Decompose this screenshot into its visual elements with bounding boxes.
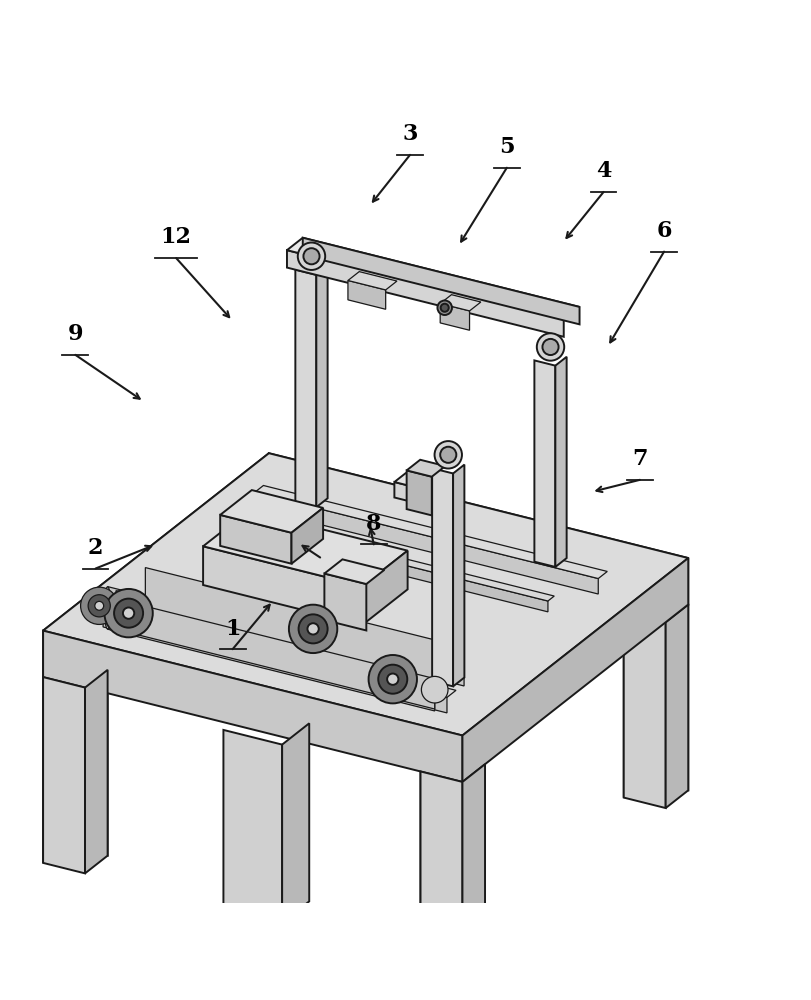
Polygon shape — [254, 493, 598, 594]
Polygon shape — [103, 611, 446, 713]
Circle shape — [378, 665, 407, 694]
Polygon shape — [43, 453, 688, 735]
Polygon shape — [324, 559, 384, 584]
Circle shape — [536, 333, 564, 361]
Circle shape — [440, 304, 448, 312]
Polygon shape — [246, 521, 554, 601]
Polygon shape — [623, 594, 646, 798]
Text: 6: 6 — [655, 220, 671, 242]
Circle shape — [437, 300, 452, 315]
Polygon shape — [443, 754, 484, 950]
Polygon shape — [246, 500, 268, 703]
Polygon shape — [420, 754, 443, 957]
Polygon shape — [220, 490, 323, 533]
Circle shape — [368, 655, 417, 703]
Polygon shape — [462, 764, 484, 968]
Polygon shape — [394, 482, 431, 507]
Circle shape — [289, 605, 337, 653]
Polygon shape — [156, 596, 457, 683]
Polygon shape — [246, 526, 547, 612]
Polygon shape — [453, 465, 464, 686]
Polygon shape — [203, 546, 362, 625]
Circle shape — [307, 623, 319, 635]
Circle shape — [80, 587, 118, 624]
Text: 7: 7 — [631, 448, 647, 470]
Polygon shape — [108, 587, 434, 711]
Polygon shape — [246, 517, 288, 714]
Polygon shape — [156, 592, 463, 672]
Polygon shape — [268, 453, 688, 605]
Polygon shape — [555, 357, 566, 567]
Text: 3: 3 — [401, 123, 417, 145]
Polygon shape — [462, 558, 688, 782]
Polygon shape — [646, 594, 688, 790]
Polygon shape — [254, 485, 607, 579]
Polygon shape — [291, 508, 323, 564]
Polygon shape — [623, 612, 665, 808]
Text: 8: 8 — [366, 513, 381, 535]
Circle shape — [88, 595, 110, 617]
Text: 5: 5 — [499, 136, 514, 158]
Polygon shape — [406, 460, 444, 477]
Polygon shape — [203, 511, 407, 586]
Text: 12: 12 — [161, 226, 191, 248]
Polygon shape — [324, 574, 366, 630]
Polygon shape — [362, 551, 407, 625]
Polygon shape — [43, 677, 85, 873]
Text: 9: 9 — [67, 323, 83, 345]
Polygon shape — [665, 605, 688, 808]
Polygon shape — [394, 473, 443, 491]
Polygon shape — [420, 771, 462, 968]
Polygon shape — [220, 515, 291, 564]
Polygon shape — [440, 295, 480, 311]
Polygon shape — [316, 266, 327, 507]
Text: 2: 2 — [88, 537, 103, 559]
Circle shape — [387, 674, 398, 685]
Polygon shape — [534, 360, 555, 567]
Circle shape — [298, 243, 324, 270]
Circle shape — [542, 339, 558, 355]
Polygon shape — [431, 468, 453, 686]
Polygon shape — [145, 568, 464, 686]
Circle shape — [440, 447, 456, 463]
Polygon shape — [103, 604, 456, 697]
Polygon shape — [347, 280, 385, 309]
Polygon shape — [286, 238, 579, 319]
Polygon shape — [288, 510, 311, 714]
Circle shape — [421, 676, 448, 703]
Text: 4: 4 — [595, 160, 611, 182]
Circle shape — [298, 614, 327, 643]
Circle shape — [122, 607, 134, 619]
Polygon shape — [268, 500, 311, 696]
Polygon shape — [116, 591, 434, 709]
Polygon shape — [66, 659, 108, 856]
Circle shape — [114, 599, 143, 628]
Polygon shape — [43, 659, 66, 863]
Polygon shape — [406, 470, 431, 515]
Polygon shape — [223, 730, 281, 923]
Polygon shape — [303, 238, 579, 324]
Polygon shape — [43, 453, 268, 677]
Circle shape — [303, 248, 320, 264]
Circle shape — [95, 601, 104, 610]
Polygon shape — [43, 631, 462, 782]
Text: 1: 1 — [225, 618, 240, 640]
Ellipse shape — [104, 587, 111, 629]
Polygon shape — [85, 670, 108, 873]
Polygon shape — [295, 270, 316, 507]
Circle shape — [434, 441, 461, 469]
Polygon shape — [347, 272, 397, 290]
Circle shape — [105, 589, 152, 637]
Polygon shape — [440, 304, 469, 330]
Polygon shape — [286, 250, 563, 337]
Polygon shape — [281, 723, 309, 923]
